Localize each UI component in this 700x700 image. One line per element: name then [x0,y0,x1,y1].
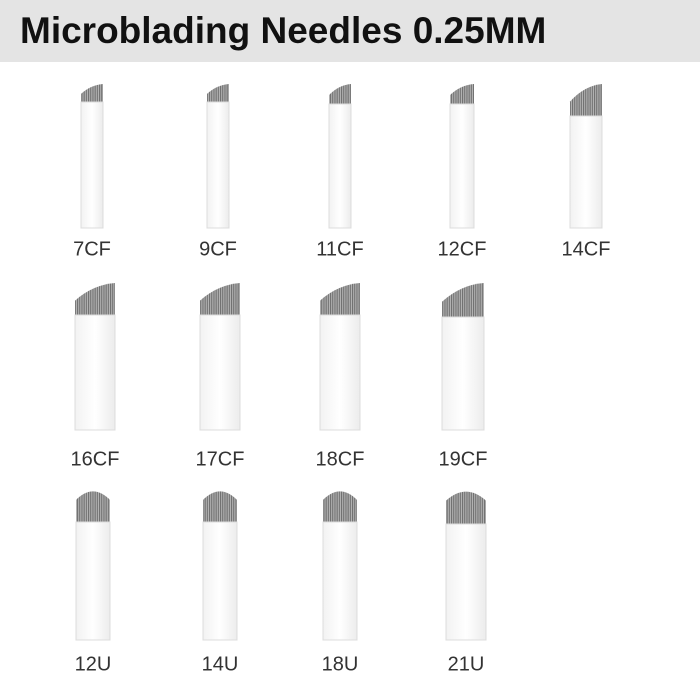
blade-body [322,521,358,641]
needle-grid: 7CF 9CF 11CF 12CF 14CF 16CF 17CF 18CF 19CF 12U 14U… [71,84,611,675]
blade-body [319,314,361,431]
blade-body [199,314,241,431]
blade-body [328,103,352,229]
blade-body [206,101,230,229]
needle-label: 19CF [439,448,488,470]
blade-body [80,101,104,229]
needle-tips [75,283,115,315]
needle-label: 12U [75,653,112,675]
blade-body [202,521,238,641]
needle-tips [323,491,357,522]
needle-label: 14CF [562,238,611,260]
needle-label: 12CF [438,238,487,260]
needle-label: 9CF [199,238,237,260]
blade-body [449,103,475,229]
blade-body [441,316,485,431]
needle-tips [81,84,103,102]
needle-tips [329,84,351,104]
needle-tips [207,84,229,102]
needle-label: 11CF [316,238,363,260]
blade-body [75,521,111,641]
needle-tips [76,491,110,522]
needle-label: 18U [322,653,359,675]
needle-tips [203,491,237,522]
needle-label: 16CF [71,448,120,470]
needle-label: 17CF [196,448,245,470]
needle-tips [200,283,240,315]
title: Microblading Needles 0.25MM [20,10,546,51]
needle-label: 21U [448,653,485,675]
needle-tips [320,283,360,315]
blade-body [445,523,487,641]
needle-tips [570,84,602,116]
header-band [0,0,700,62]
needle-label: 7CF [73,238,111,260]
needle-label: 14U [202,653,239,675]
needle-label: 18CF [316,448,365,470]
needle-tips [446,491,486,524]
blade-body [569,115,603,229]
needle-tips [442,283,484,317]
blade-body [74,314,116,431]
needle-tips [450,84,474,104]
